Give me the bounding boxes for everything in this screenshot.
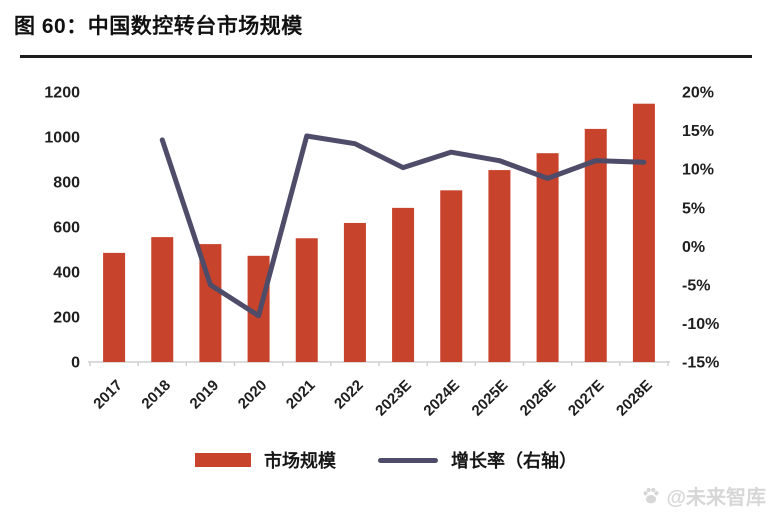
bar-2027E: [584, 128, 607, 362]
paw-logo-icon: [643, 487, 660, 503]
bar-2026E: [536, 153, 559, 362]
bar-2022: [343, 222, 366, 362]
right-axis-tick-label: 0%: [682, 239, 705, 256]
left-axis-tick-label: 1200: [44, 85, 80, 102]
legend-line-swatch: [378, 457, 438, 463]
right-axis-tick-label: 20%: [682, 85, 714, 102]
right-axis-tick-label: -10%: [682, 316, 719, 333]
right-axis-tick-label: 15%: [682, 123, 714, 140]
right-axis-tick-label: 5%: [682, 200, 705, 217]
bar-2025E: [488, 170, 511, 362]
right-axis-tick-label: -5%: [682, 277, 710, 294]
x-axis-label: 2028E: [613, 377, 656, 420]
x-axis-label: 2023E: [372, 377, 415, 420]
x-axis-label: 2027E: [565, 377, 608, 420]
watermark: @未来智库: [640, 481, 766, 510]
legend-label-market-size: 市场规模: [264, 451, 336, 471]
x-axis-label: 2017: [90, 377, 126, 413]
x-axis-label: 2021: [283, 377, 319, 413]
x-axis-label: 2018: [138, 377, 174, 413]
figure-title: 图 60：中国数控转台市场规模: [14, 15, 303, 38]
bar-2021: [295, 238, 318, 362]
legend-label-growth-rate: 增长率（右轴）: [451, 451, 577, 471]
bar-2017: [103, 252, 126, 362]
left-axis-tick-label: 1000: [44, 130, 80, 147]
bar-2028E: [632, 103, 655, 362]
chart-legend: 市场规模 增长率（右轴）: [0, 447, 772, 473]
x-axis-label: 2020: [235, 377, 271, 413]
x-axis-label: 2025E: [469, 377, 512, 420]
x-axis-label: 2024E: [420, 377, 463, 420]
right-axis-tick-label: 10%: [682, 162, 714, 179]
x-axis-label: 2019: [187, 377, 223, 413]
legend-item-market-size: 市场规模: [195, 447, 336, 473]
left-axis-tick-label: 600: [53, 220, 80, 237]
left-axis-tick-label: 400: [53, 265, 80, 282]
growth-rate-line: [159, 133, 647, 319]
left-axis-tick-label: 200: [53, 310, 80, 327]
legend-bar-swatch: [195, 453, 251, 467]
title-divider: [20, 55, 752, 58]
legend-item-growth-rate: 增长率（右轴）: [378, 447, 577, 473]
bar-2018: [151, 237, 174, 362]
bar-2023E: [392, 207, 415, 362]
right-axis-tick-label: -15%: [682, 355, 719, 372]
x-axis-label: 2026E: [517, 377, 560, 420]
figure-header: 图 60：中国数控转台市场规模: [0, 0, 772, 58]
chart-svg: 1200 1000 800 600 400 200 0 20% 15% 10% 5% 0% -5% -10…: [44, 85, 719, 420]
watermark-text: @未来智库: [666, 487, 766, 509]
bar-2024E: [440, 190, 463, 362]
left-axis-tick-label: 0: [71, 355, 80, 372]
x-axis-label: 2022: [331, 377, 367, 413]
left-axis-tick-label: 800: [53, 175, 80, 192]
